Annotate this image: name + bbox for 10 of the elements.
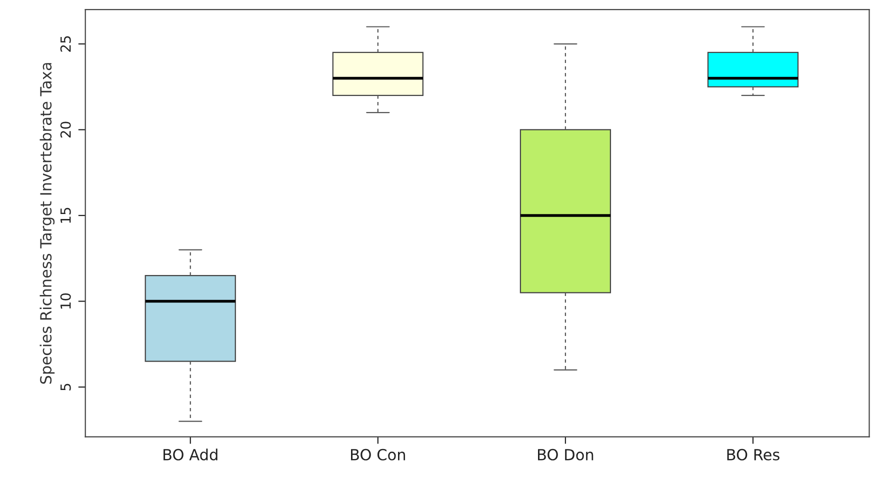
- y-axis-title: Species Richness Target Invertebrate Taxa: [40, 63, 55, 384]
- y-tick-label: 15: [60, 208, 71, 223]
- x-tick-label: BO Con: [351, 448, 406, 460]
- x-tick-label: BO Add: [164, 448, 218, 460]
- x-tick-label: BO Res: [727, 448, 780, 460]
- y-tick-label: 25: [60, 36, 71, 52]
- y-tick-label: 20: [60, 122, 71, 138]
- x-tick-label: BO Don: [538, 448, 594, 460]
- y-tick-label: 5: [60, 384, 71, 390]
- y-tick-label: 10: [60, 293, 71, 309]
